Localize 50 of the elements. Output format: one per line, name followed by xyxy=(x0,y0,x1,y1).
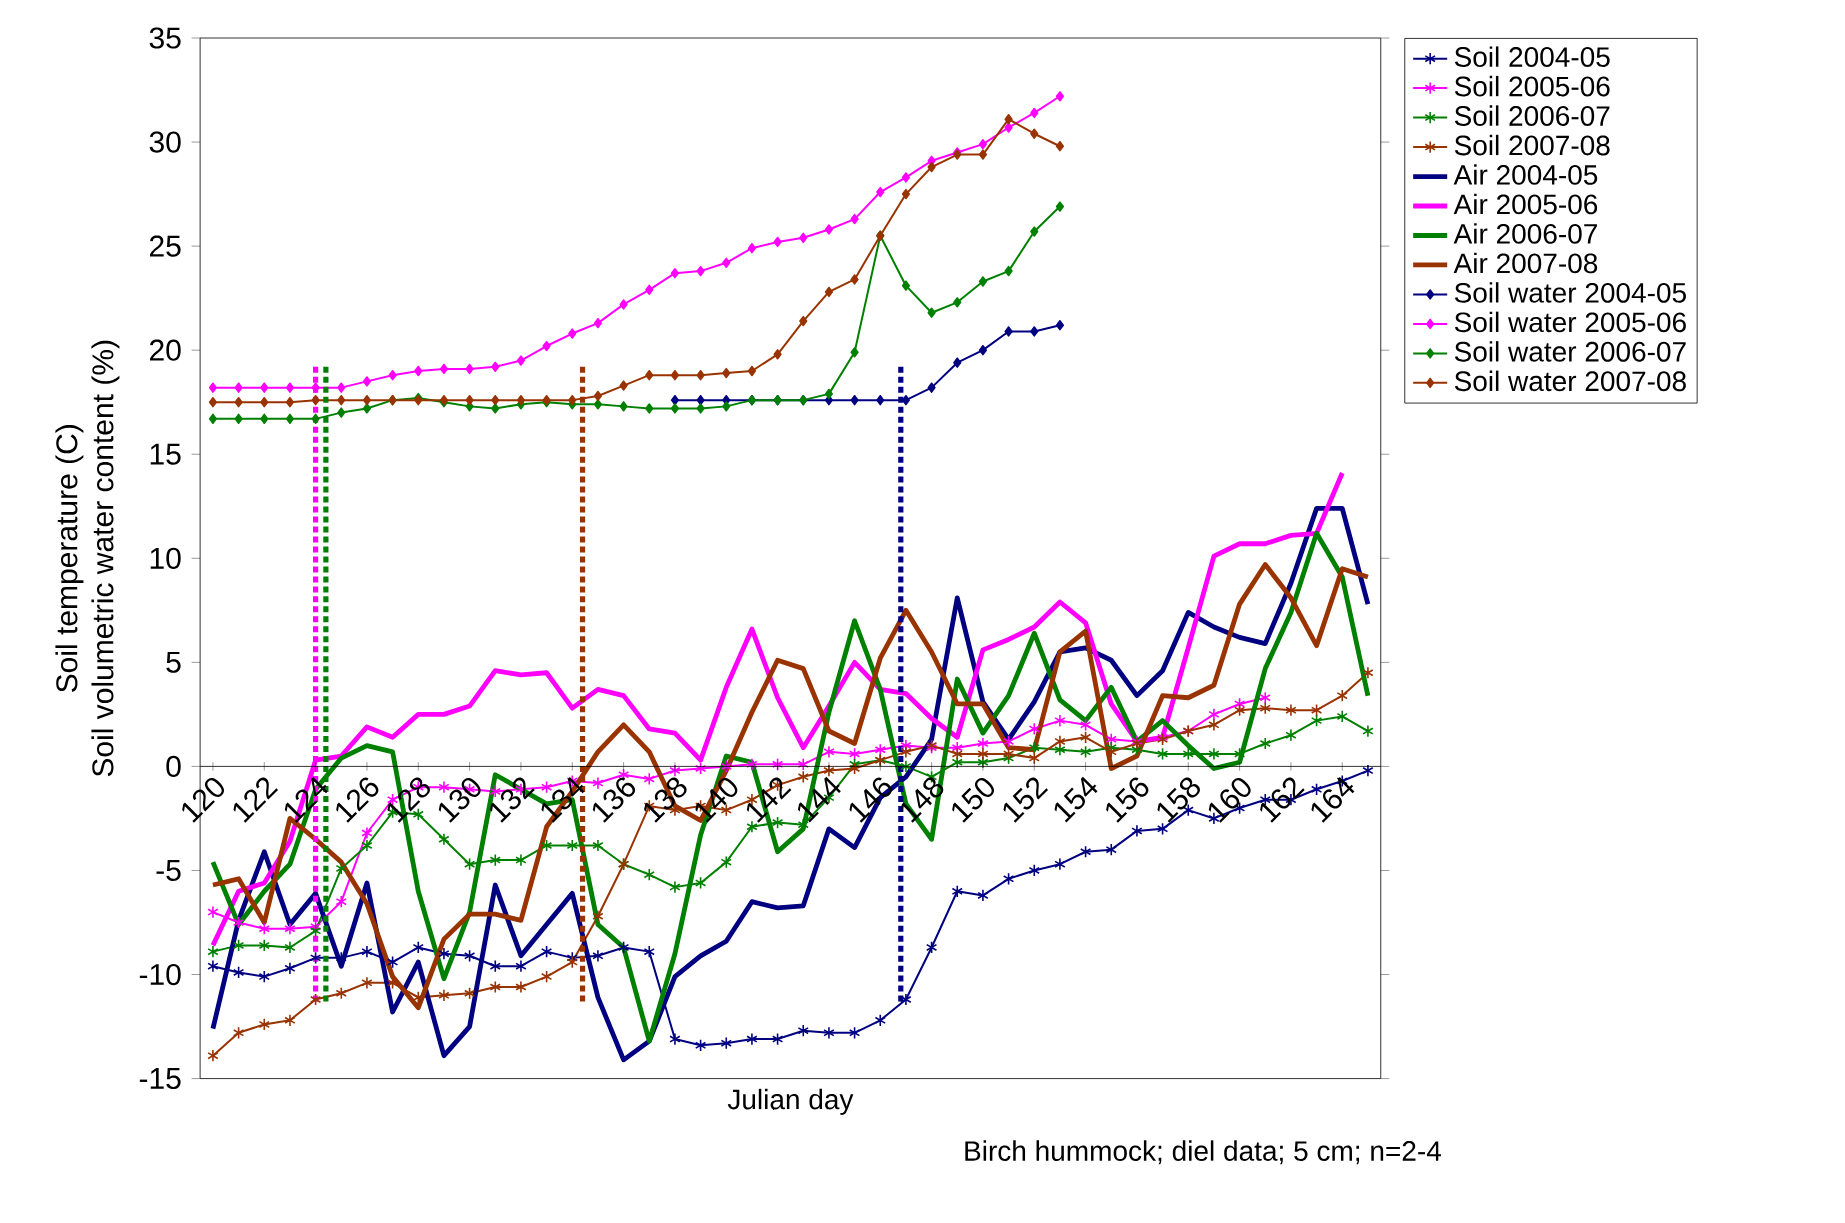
y-tick-label: 0 xyxy=(166,755,181,778)
x-tick-label: 158 xyxy=(1157,777,1200,823)
x-tick-label: 138 xyxy=(644,777,687,823)
x-axis-title: Julian day xyxy=(727,1089,854,1116)
legend-label: Soil water 2006-07 xyxy=(1454,341,1686,362)
x-tick-label: 156 xyxy=(1106,777,1149,823)
y-tick-label: 35 xyxy=(149,27,181,49)
x-tick-label: 140 xyxy=(695,778,738,823)
text: Soil temperature (C) xyxy=(55,425,84,693)
legend-label: Air 2005-06 xyxy=(1453,193,1598,215)
legend-label: Air 2004-05 xyxy=(1453,164,1598,186)
x-tick-label: 130 xyxy=(438,778,481,823)
y-tick-label: 10 xyxy=(150,547,181,570)
x-tick-label: 152 xyxy=(1003,777,1049,823)
y-tick-label: 30 xyxy=(149,131,181,153)
x-tick-label: 120 xyxy=(182,778,225,823)
text: Birch hummock; diel data; 5 cm; n=2-4 xyxy=(965,1140,1441,1165)
x-tick-label: 146 xyxy=(849,777,892,823)
x-tick-label: 162 xyxy=(1260,777,1305,823)
x-tick-label: 128 xyxy=(387,777,430,823)
legend-label: Air 2007-08 xyxy=(1453,252,1598,274)
y-tick-label: 15 xyxy=(150,443,181,465)
legend-label: Soil 2005-06 xyxy=(1454,76,1610,97)
y-tick-label: -10 xyxy=(139,964,181,986)
x-tick-label: 136 xyxy=(592,777,636,823)
x-tick-label: 142 xyxy=(746,777,792,823)
legend-label: Soil 2006-07 xyxy=(1454,105,1610,127)
x-tick-label: 154 xyxy=(1054,776,1098,823)
x-tick-label: 148 xyxy=(900,777,944,823)
y-tick-label: 20 xyxy=(149,339,181,361)
legend-label: Soil water 2005-06 xyxy=(1454,311,1686,333)
x-tick-label: 126 xyxy=(336,777,379,823)
legend-label: Soil water 2004-05 xyxy=(1454,282,1686,303)
x-tick-label: 122 xyxy=(233,777,279,823)
x-tick-label: 160 xyxy=(1208,778,1251,823)
x-tick-label: 124 xyxy=(284,777,328,823)
legend-label: Soil water 2007-08 xyxy=(1454,370,1686,392)
x-tick-label: 150 xyxy=(952,778,995,823)
legend-label: Soil 2004-05 xyxy=(1454,46,1610,68)
y-tick-label: 5 xyxy=(166,652,181,673)
x-tick-label: 144 xyxy=(797,776,841,823)
y-tick-label: -5 xyxy=(156,860,181,882)
legend-label: Soil 2007-08 xyxy=(1454,134,1610,156)
x-tick-label: 164 xyxy=(1311,777,1355,823)
legend-label: Air 2006-07 xyxy=(1453,223,1597,244)
x-tick-label: 132 xyxy=(490,777,535,823)
x-tick-label: 134 xyxy=(541,777,585,823)
y-tick-label: -15 xyxy=(139,1068,181,1090)
y-tick-label: 25 xyxy=(149,235,181,257)
text: Soil volumetric water content (%) xyxy=(91,341,120,777)
